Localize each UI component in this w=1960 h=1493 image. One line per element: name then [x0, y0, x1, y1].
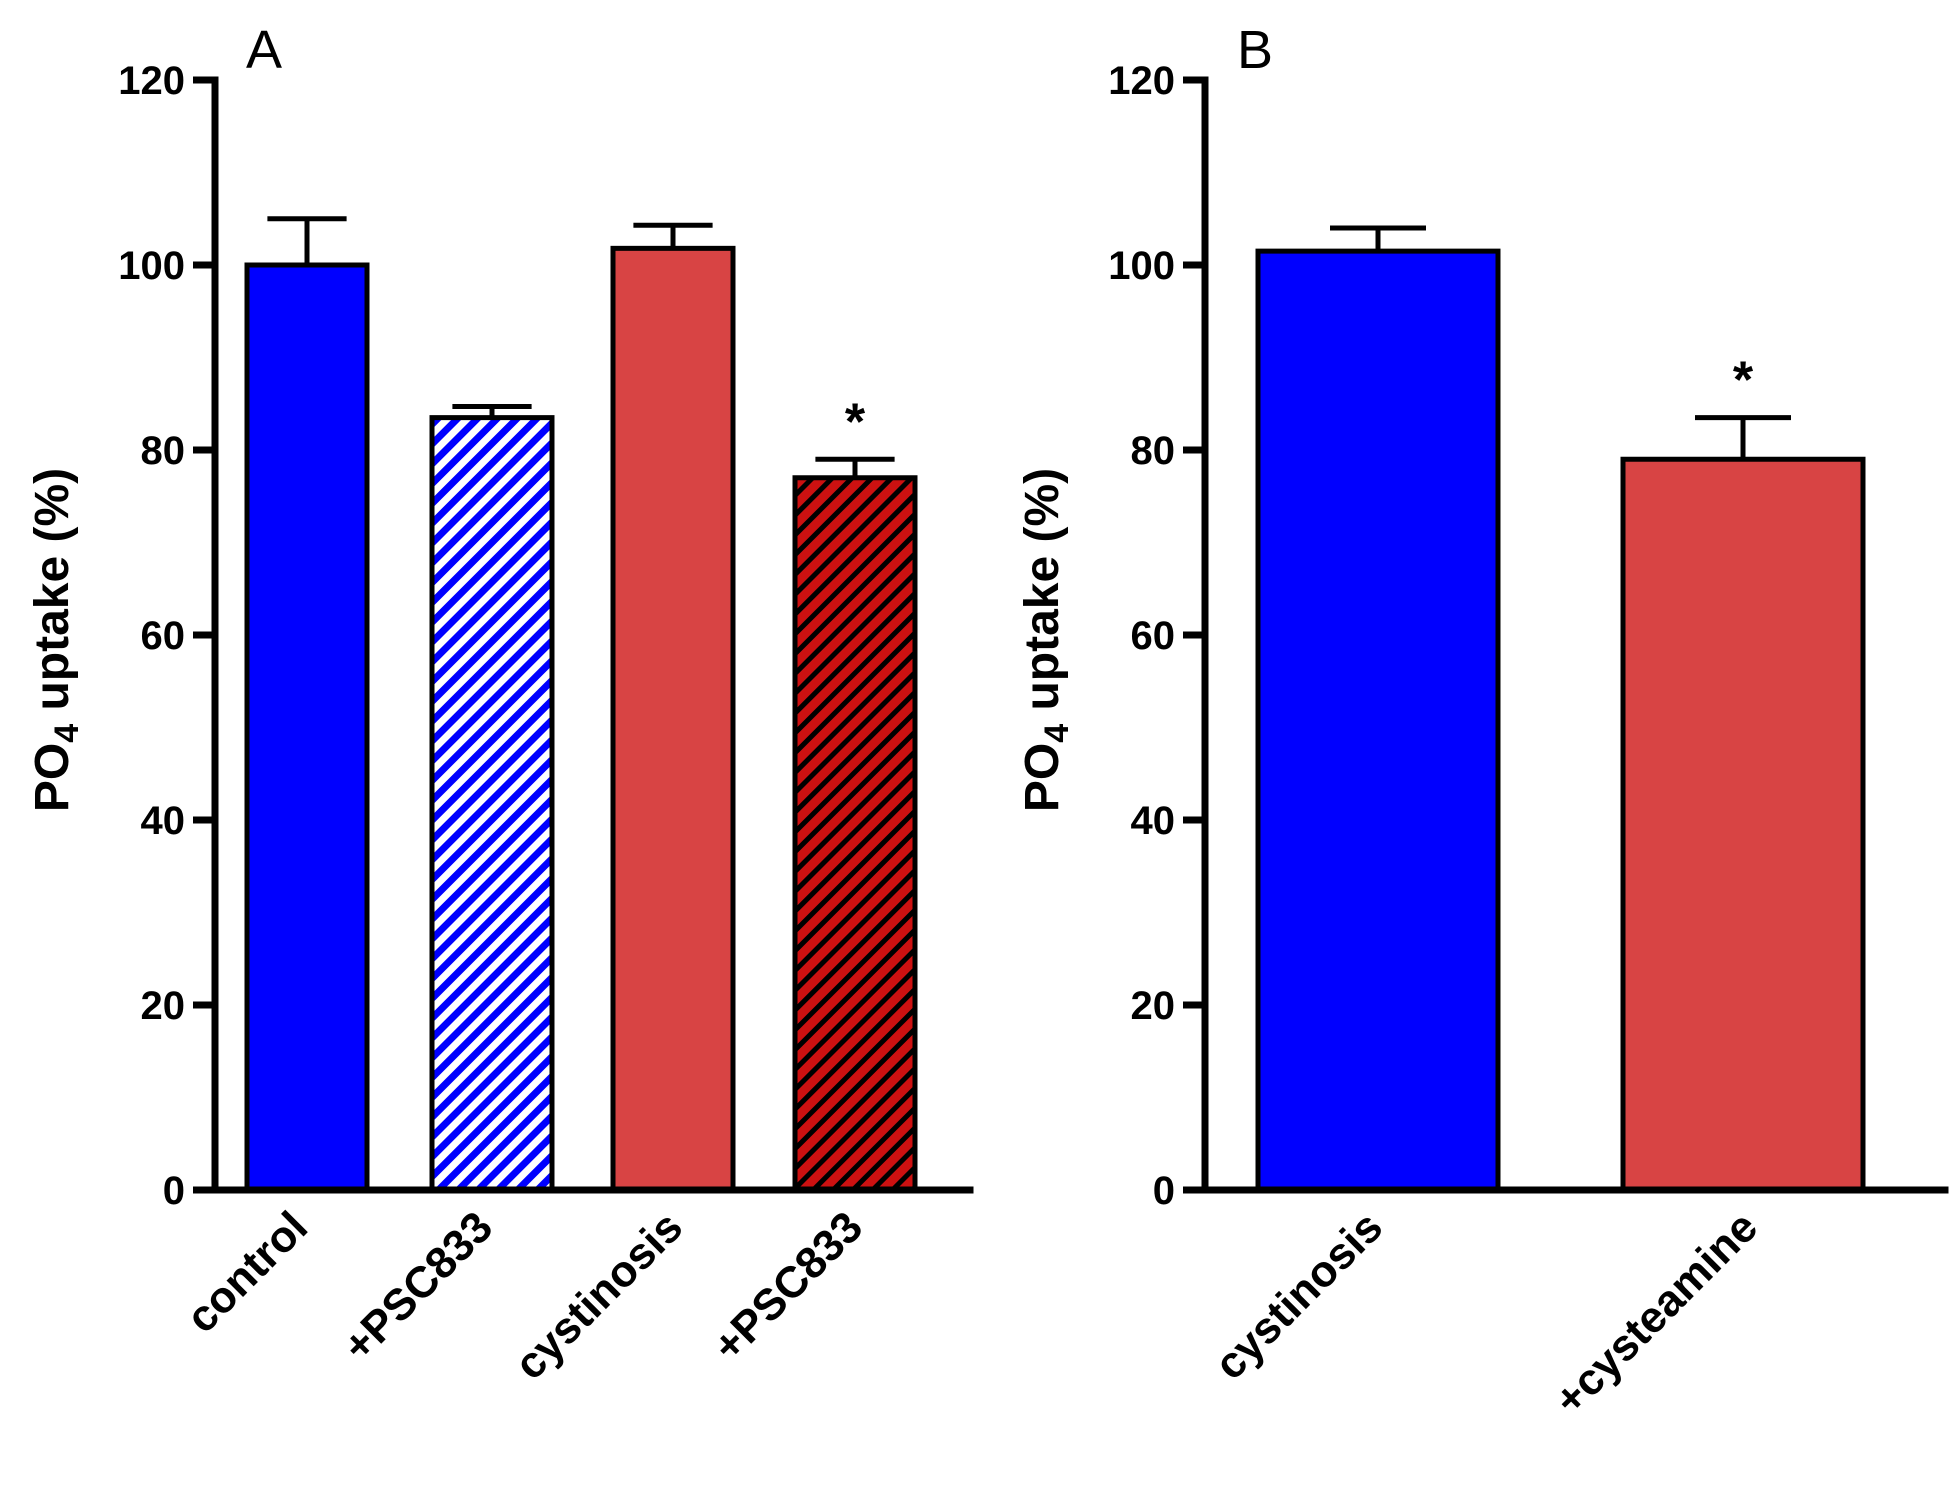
y-tick-label: 100 [118, 244, 185, 288]
y-tick-label: 80 [141, 429, 186, 473]
panel-a: A PO4 uptake (%) 0 20 40 60 80 100 120 * contr… [26, 20, 974, 1389]
y-tick-label: 20 [141, 984, 186, 1028]
panel-b-letter: B [1237, 20, 1273, 80]
error-bar-3 [633, 222, 713, 249]
bar-1 [1255, 248, 1501, 1193]
category-label-2: +cysteamine [1545, 1202, 1767, 1424]
panel-a-y-ticks: 0 20 40 60 80 100 120 [118, 59, 215, 1213]
y-tick-label: 60 [1131, 614, 1176, 658]
error-bar-2 [452, 404, 532, 418]
y-tick-label: 120 [1108, 59, 1175, 103]
bar-2 [1620, 456, 1866, 1193]
significance-star: * [845, 393, 866, 451]
panel-b-ylabel: PO4 uptake (%) [1016, 468, 1076, 812]
category-label-4: +PSC833 [703, 1202, 872, 1371]
panel-a-letter: A [246, 20, 282, 80]
y-tick-label: 20 [1131, 984, 1176, 1028]
category-label-1: cystinosis [1205, 1202, 1392, 1389]
error-bar-1 [267, 216, 347, 265]
y-tick-label: 40 [141, 799, 186, 843]
panel-a-ylabel: PO4 uptake (%) [26, 468, 86, 812]
panel-b-category-labels: cystinosis +cysteamine [1205, 1202, 1767, 1424]
bar-1 [244, 262, 370, 1193]
panel-a-significance: * [845, 393, 866, 451]
error-bar-1 [1330, 225, 1426, 252]
panel-a-category-labels: control +PSC833 cystinosis +PSC833 [177, 1202, 872, 1389]
panel-b-significance: * [1733, 352, 1754, 410]
y-tick-label: 100 [1108, 244, 1175, 288]
bar-4 [792, 475, 918, 1193]
significance-star: * [1733, 352, 1754, 410]
panel-b-axes [1201, 76, 1949, 1194]
panel-b: B PO4 uptake (%) 0 20 40 60 80 100 120 * cysti… [1016, 20, 1949, 1425]
y-tick-label: 0 [163, 1169, 185, 1213]
panel-a-bars [244, 245, 918, 1193]
category-label-2: +PSC833 [333, 1202, 502, 1371]
category-label-3: cystinosis [505, 1202, 692, 1389]
y-tick-label: 80 [1131, 429, 1176, 473]
error-bar-2 [1695, 415, 1791, 460]
y-tick-label: 120 [118, 59, 185, 103]
bar-3 [610, 245, 736, 1193]
panel-b-error-bars [1330, 225, 1791, 460]
panel-b-y-ticks: 0 20 40 60 80 100 120 [1108, 59, 1205, 1213]
y-tick-label: 0 [1153, 1169, 1175, 1213]
panel-a-axes [211, 76, 974, 1194]
panel-b-bars [1255, 248, 1866, 1193]
y-tick-label: 40 [1131, 799, 1176, 843]
y-tick-label: 60 [141, 614, 186, 658]
bar-2 [429, 415, 555, 1193]
error-bar-4 [815, 456, 895, 478]
category-label-1: control [177, 1202, 317, 1342]
panel-a-error-bars [267, 216, 895, 478]
